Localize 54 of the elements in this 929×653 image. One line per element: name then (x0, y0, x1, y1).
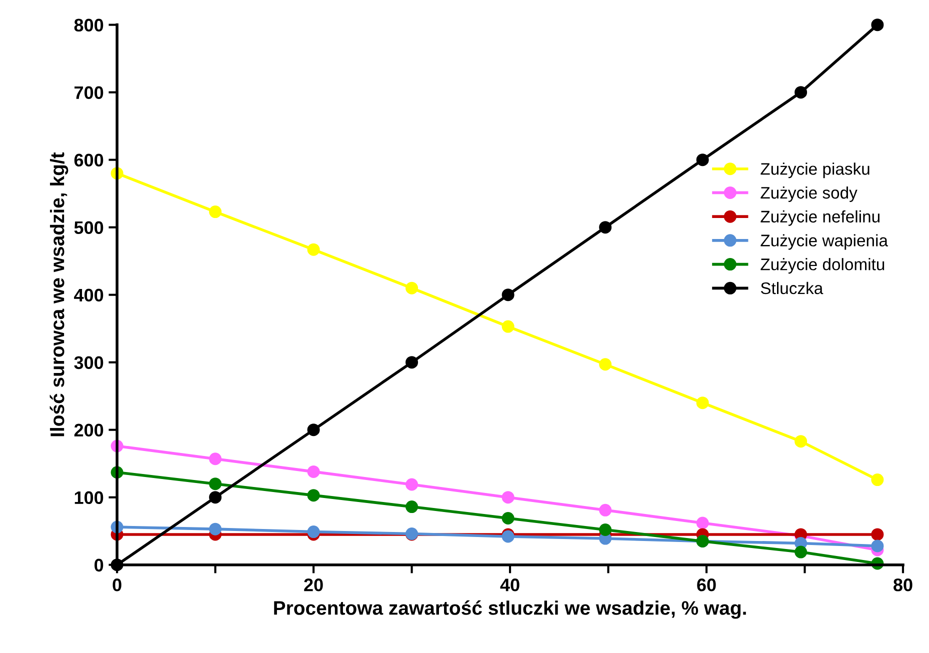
point (696, 396, 709, 410)
legend-label: Zużycie wapienia (760, 234, 888, 250)
y-tick-label: 200 (74, 424, 104, 437)
point (307, 465, 320, 478)
x-tick-label: 60 (697, 578, 716, 592)
point (599, 504, 612, 516)
y-tick-label: 300 (74, 356, 104, 370)
x-tick-label: 20 (304, 578, 323, 592)
x-tick-label: 0 (112, 578, 122, 592)
point (794, 86, 808, 99)
point (209, 491, 222, 504)
point (599, 358, 612, 371)
x-tick-label: 80 (894, 578, 912, 592)
point (871, 18, 884, 32)
point (209, 478, 222, 490)
point (871, 540, 884, 552)
point (406, 478, 418, 491)
point (871, 474, 884, 486)
point (794, 435, 808, 448)
y-axis-title: Ilość surowca we wsadzie, kg/t (50, 152, 68, 436)
point (502, 320, 514, 333)
x-tick-label: 40 (500, 578, 520, 592)
y-tick-label: 800 (74, 18, 104, 32)
point (696, 516, 709, 530)
legend-label: Zużycie piasku (760, 162, 870, 178)
y-tick-label: 700 (74, 86, 104, 100)
y-tick-label: 600 (74, 154, 104, 167)
point (307, 243, 320, 256)
point (406, 500, 418, 514)
point (794, 546, 808, 558)
point (307, 489, 320, 502)
point (502, 491, 514, 504)
y-tick-label: 0 (94, 558, 104, 572)
point (502, 512, 514, 525)
point (209, 206, 222, 218)
legend-label: Zużycie dolomitu (760, 258, 884, 274)
point (307, 526, 320, 538)
y-tick-label: 500 (74, 221, 104, 234)
point (599, 523, 612, 536)
point (696, 154, 709, 166)
point (871, 528, 884, 541)
point (502, 288, 514, 302)
point (307, 424, 320, 436)
x-axis-title: Procentowa zawartość stluczki we wsadzie, % wag. (274, 600, 746, 619)
point (599, 221, 612, 234)
legend-label: Stluczka (760, 282, 824, 294)
point (406, 356, 418, 369)
point (209, 452, 222, 466)
y-tick-label: 100 (74, 491, 104, 504)
legend-label: Zużycie nefelinu (760, 210, 880, 226)
legend-label: Zużycie sody (760, 186, 858, 202)
point (209, 522, 222, 536)
point (406, 282, 418, 294)
y-tick-label: 400 (74, 288, 104, 302)
